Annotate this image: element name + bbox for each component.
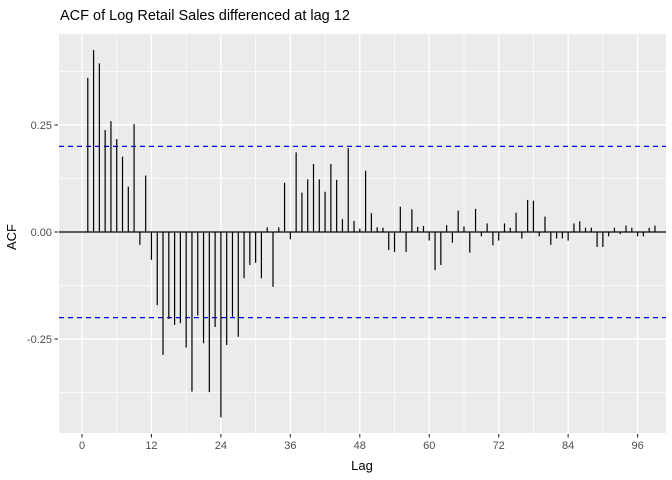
x-tick-label: 48 <box>354 440 366 452</box>
y-tick-label: -0.25 <box>27 334 52 346</box>
x-tick-label: 72 <box>493 440 505 452</box>
acf-bars <box>87 50 656 418</box>
axes: 0 12 24 36 48 60 72 84 96 0.25 0.00 -0.25 <box>27 120 644 452</box>
x-tick-label: 24 <box>215 440 227 452</box>
x-axis-title: Lag <box>351 458 373 473</box>
x-tick-label: 12 <box>145 440 157 452</box>
x-tick-label: 60 <box>423 440 435 452</box>
y-tick-label: 0.00 <box>31 227 52 239</box>
panel-background <box>59 34 666 433</box>
x-tick-label: 0 <box>79 440 85 452</box>
x-tick-label: 36 <box>284 440 296 452</box>
chart-title: ACF of Log Retail Sales differenced at l… <box>60 8 350 24</box>
x-tick-label: 96 <box>631 440 643 452</box>
y-axis-title: ACF <box>4 224 19 250</box>
plot-panel <box>59 34 666 433</box>
confidence-bands <box>59 145 666 319</box>
y-tick-label: 0.25 <box>31 120 52 132</box>
x-tick-label: 84 <box>562 440 574 452</box>
